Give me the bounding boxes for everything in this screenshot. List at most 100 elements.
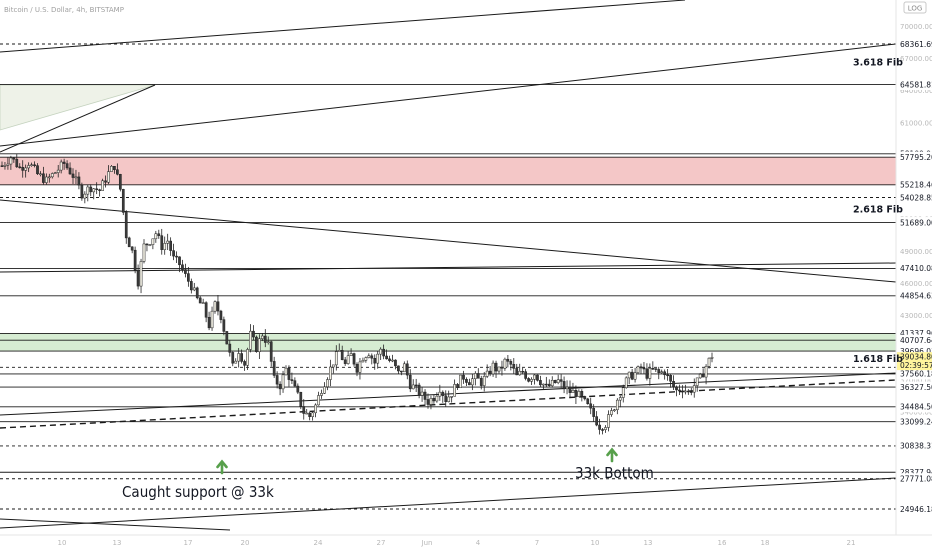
candle-body[interactable] bbox=[681, 390, 684, 393]
candle-body[interactable] bbox=[163, 243, 167, 250]
candle-body[interactable] bbox=[417, 384, 421, 396]
candle-body[interactable] bbox=[527, 378, 530, 382]
candle-body[interactable] bbox=[645, 368, 649, 379]
candle-body[interactable] bbox=[255, 336, 258, 353]
flat-resistance-line[interactable] bbox=[0, 262, 897, 273]
candle-body[interactable] bbox=[92, 188, 96, 193]
candle-body[interactable] bbox=[272, 361, 276, 376]
candle-body[interactable] bbox=[562, 381, 566, 390]
candle-body[interactable] bbox=[192, 287, 196, 291]
candle-body[interactable] bbox=[500, 366, 504, 369]
candle-body[interactable] bbox=[405, 363, 409, 376]
candle-body[interactable] bbox=[74, 176, 78, 179]
candle-body[interactable] bbox=[231, 352, 235, 364]
candle-body[interactable] bbox=[311, 412, 314, 417]
candle-body[interactable] bbox=[453, 384, 456, 397]
candle-body[interactable] bbox=[320, 393, 323, 396]
candle-body[interactable] bbox=[630, 371, 634, 380]
candle-body[interactable] bbox=[423, 391, 427, 400]
candle-body[interactable] bbox=[184, 269, 187, 274]
candle-body[interactable] bbox=[553, 379, 557, 383]
candle-body[interactable] bbox=[198, 297, 202, 304]
candle-body[interactable] bbox=[210, 310, 214, 329]
candle-body[interactable] bbox=[98, 189, 101, 191]
candle-body[interactable] bbox=[707, 357, 711, 367]
candle-body[interactable] bbox=[107, 171, 110, 183]
candle-body[interactable] bbox=[355, 363, 359, 373]
candle-body[interactable] bbox=[521, 370, 525, 373]
candle-body[interactable] bbox=[6, 163, 10, 166]
candle-body[interactable] bbox=[462, 374, 465, 380]
candle-body[interactable] bbox=[539, 380, 542, 386]
candle-body[interactable] bbox=[556, 379, 560, 383]
candle-body[interactable] bbox=[388, 358, 391, 361]
candle-body[interactable] bbox=[465, 379, 468, 383]
candle-body[interactable] bbox=[689, 391, 693, 393]
candle-body[interactable] bbox=[471, 378, 474, 386]
candle-body[interactable] bbox=[172, 250, 175, 257]
candle-body[interactable] bbox=[601, 429, 604, 431]
candle-body[interactable] bbox=[444, 395, 448, 402]
candle-body[interactable] bbox=[456, 384, 459, 389]
candle-body[interactable] bbox=[411, 384, 415, 390]
rising-support-line[interactable] bbox=[0, 372, 897, 416]
candle-body[interactable] bbox=[559, 379, 563, 382]
candle-body[interactable] bbox=[201, 302, 205, 304]
candle-body[interactable] bbox=[450, 396, 454, 398]
candle-body[interactable] bbox=[654, 368, 658, 370]
candle-body[interactable] bbox=[228, 343, 232, 353]
candle-body[interactable] bbox=[302, 406, 306, 414]
candle-body[interactable] bbox=[491, 362, 495, 375]
candle-body[interactable] bbox=[524, 371, 527, 379]
candle-body[interactable] bbox=[133, 249, 137, 271]
candle-body[interactable] bbox=[639, 366, 643, 369]
candle-body[interactable] bbox=[473, 373, 477, 379]
candle-body[interactable] bbox=[293, 380, 297, 387]
candle-body[interactable] bbox=[533, 374, 536, 380]
candle-body[interactable] bbox=[494, 362, 498, 372]
candle-body[interactable] bbox=[53, 172, 57, 174]
candle-body[interactable] bbox=[547, 383, 551, 387]
candle-body[interactable] bbox=[222, 319, 226, 332]
candle-body[interactable] bbox=[104, 180, 107, 183]
candle-body[interactable] bbox=[627, 371, 631, 379]
candle-body[interactable] bbox=[252, 330, 255, 338]
candle-body[interactable] bbox=[113, 166, 116, 170]
candle-body[interactable] bbox=[550, 379, 554, 387]
candle-body[interactable] bbox=[284, 367, 288, 376]
upper-channel-line[interactable] bbox=[0, 0, 686, 53]
candle-body[interactable] bbox=[586, 398, 590, 405]
candle-body[interactable] bbox=[364, 357, 368, 361]
candle-body[interactable] bbox=[506, 358, 510, 362]
candle-body[interactable] bbox=[260, 335, 264, 339]
candle-body[interactable] bbox=[346, 355, 350, 364]
candle-body[interactable] bbox=[482, 376, 486, 386]
candle-body[interactable] bbox=[544, 383, 548, 386]
candle-body[interactable] bbox=[12, 157, 16, 160]
candle-body[interactable] bbox=[77, 176, 81, 186]
candle-body[interactable] bbox=[148, 244, 152, 246]
candle-body[interactable] bbox=[89, 186, 93, 193]
candle-body[interactable] bbox=[574, 389, 578, 397]
candle-body[interactable] bbox=[139, 261, 143, 287]
candle-body[interactable] bbox=[468, 382, 471, 386]
descending-trend-line[interactable] bbox=[0, 199, 897, 283]
candle-body[interactable] bbox=[385, 355, 388, 360]
candle-body[interactable] bbox=[642, 367, 646, 370]
candle-body[interactable] bbox=[675, 386, 678, 391]
candle-body[interactable] bbox=[604, 427, 607, 430]
candle-body[interactable] bbox=[595, 416, 598, 426]
candle-body[interactable] bbox=[130, 246, 134, 251]
candle-body[interactable] bbox=[121, 189, 125, 213]
candle-body[interactable] bbox=[281, 374, 285, 390]
candle-body[interactable] bbox=[240, 353, 243, 362]
candle-body[interactable] bbox=[337, 350, 341, 352]
candle-body[interactable] bbox=[118, 174, 122, 190]
candle-body[interactable] bbox=[263, 335, 267, 343]
candle-body[interactable] bbox=[672, 381, 675, 388]
candle-body[interactable] bbox=[71, 173, 75, 178]
candle-body[interactable] bbox=[219, 310, 223, 320]
candle-body[interactable] bbox=[621, 387, 625, 398]
bottom-falling-line[interactable] bbox=[0, 518, 231, 531]
